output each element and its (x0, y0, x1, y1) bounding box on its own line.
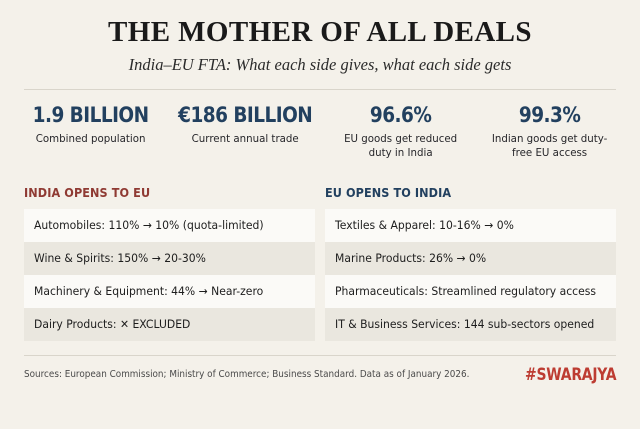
column-row-list: Textiles & Apparel: 10-16% → 0% Marine P… (325, 208, 616, 341)
stat-indian-goods-duty-free: 99.3% Indian goods get duty-free EU acce… (475, 103, 624, 160)
page-title: THE MOTHER OF ALL DEALS (108, 16, 532, 48)
stat-label: Current annual trade (191, 132, 299, 146)
sources-note: Sources: European Commission; Ministry o… (24, 369, 470, 381)
column-row-list: Automobiles: 110% → 10% (quota-limited) … (24, 208, 315, 341)
brand-logo: #SWARAJYA (524, 364, 617, 385)
list-item: Textiles & Apparel: 10-16% → 0% (325, 208, 616, 242)
header-divider (24, 89, 616, 91)
column-india-opens-to-eu: INDIA OPENS TO EU Automobiles: 110% → 10… (24, 185, 315, 341)
stat-current-annual-trade: €186 BILLION Current annual trade (165, 103, 325, 160)
stat-eu-goods-reduced-duty: 96.6% EU goods get reduced duty in India (326, 103, 475, 160)
list-item-text: IT & Business Services: 144 sub-sectors … (335, 316, 595, 331)
list-item-text: Machinery & Equipment: 44% → Near-zero (34, 283, 264, 298)
comparison-columns: INDIA OPENS TO EU Automobiles: 110% → 10… (24, 185, 616, 341)
stat-value: 96.6% (369, 103, 431, 128)
stat-value: 1.9 BILLION (32, 103, 149, 128)
list-item: Machinery & Equipment: 44% → Near-zero (24, 274, 315, 308)
stat-label: Combined population (35, 132, 146, 146)
list-item: Marine Products: 26% → 0% (325, 241, 616, 275)
stats-row: 1.9 BILLION Combined population €186 BIL… (16, 103, 624, 160)
list-item: Pharmaceuticals: Streamlined regulatory … (325, 274, 616, 308)
stat-combined-population: 1.9 BILLION Combined population (16, 103, 165, 160)
list-item-text: Pharmaceuticals: Streamlined regulatory … (335, 283, 597, 298)
list-item: IT & Business Services: 144 sub-sectors … (325, 307, 616, 341)
list-item-text: Marine Products: 26% → 0% (335, 250, 487, 265)
stat-label: Indian goods get duty-free EU access (491, 132, 608, 160)
page-subtitle: India–EU FTA: What each side gives, what… (128, 55, 512, 75)
list-item-text: Automobiles: 110% → 10% (quota-limited) (34, 217, 264, 232)
column-heading: INDIA OPENS TO EU (24, 184, 151, 200)
list-item-text: Wine & Spirits: 150% → 20-30% (34, 250, 206, 265)
stat-value: 99.3% (518, 103, 581, 128)
list-item: Automobiles: 110% → 10% (quota-limited) (24, 208, 315, 242)
stat-value: €186 BILLION (178, 103, 313, 128)
footer-divider (24, 354, 616, 356)
stat-label: EU goods get reduced duty in India (343, 132, 457, 160)
header: THE MOTHER OF ALL DEALS India–EU FTA: Wh… (0, 0, 640, 75)
column-eu-opens-to-india: EU OPENS TO INDIA Textiles & Apparel: 10… (325, 185, 616, 341)
footer: Sources: European Commission; Ministry o… (24, 365, 616, 385)
column-heading: EU OPENS TO INDIA (325, 184, 452, 200)
list-item-text: Dairy Products: ✕ EXCLUDED (34, 316, 191, 331)
list-item-text: Textiles & Apparel: 10-16% → 0% (335, 217, 514, 232)
list-item: Wine & Spirits: 150% → 20-30% (24, 241, 315, 275)
list-item: Dairy Products: ✕ EXCLUDED (24, 307, 315, 341)
